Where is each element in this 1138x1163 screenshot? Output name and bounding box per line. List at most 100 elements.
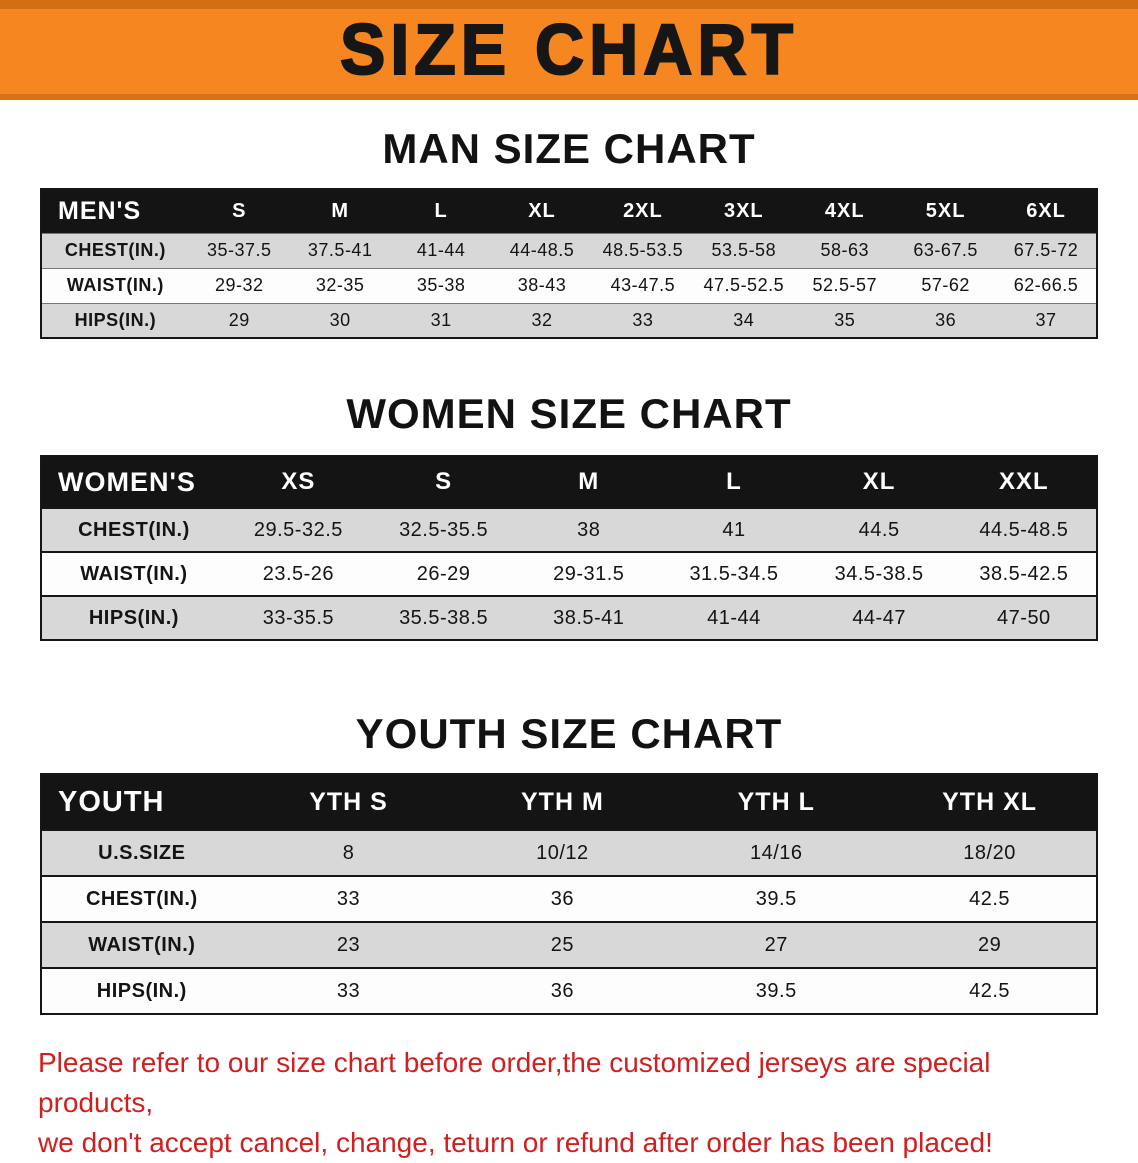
- size-value: 39.5: [755, 979, 797, 1002]
- row-label: HIPS(IN.): [74, 309, 157, 330]
- size-column-header: 5XL: [895, 189, 997, 233]
- size-value: 37.5-41: [307, 240, 373, 260]
- size-value: 30: [329, 309, 351, 330]
- table-header-row: MEN'S S M L XL 2XL 3XL 4XL 5XL 6XL: [41, 189, 1097, 233]
- size-value: 26-29: [416, 562, 471, 585]
- size-value: 29.5-32.5: [253, 518, 343, 541]
- size-value: 29: [977, 933, 1002, 956]
- women-size-table: WOMEN'S XS S M L XL XXL CHEST(IN.) 29.5-32.5 32.5…: [40, 455, 1098, 641]
- size-value: 36: [935, 309, 957, 330]
- size-column-header: 6XL: [996, 189, 1097, 233]
- table-row: WAIST(IN.) 23 25 27 29: [41, 922, 1097, 968]
- size-value: 29: [228, 309, 250, 330]
- size-column-header: YTH S: [241, 774, 456, 830]
- size-value: 42.5: [969, 979, 1011, 1002]
- size-value: 35.5-38.5: [399, 606, 489, 629]
- size-value: 8: [342, 841, 355, 864]
- size-value: 39.5: [755, 887, 797, 910]
- size-value: 53.5-58: [711, 240, 777, 260]
- table-row: CHEST(IN.) 33 36 39.5 42.5: [41, 876, 1097, 922]
- size-value: 23.5-26: [262, 562, 335, 585]
- size-value: 29-31.5: [553, 562, 625, 585]
- size-value: 63-67.5: [913, 240, 978, 260]
- table-row: U.S.SIZE 8 10/12 14/16 18/20: [41, 830, 1097, 876]
- size-value: 31.5-34.5: [689, 562, 779, 585]
- size-value: 34: [733, 309, 755, 330]
- table-corner-label: WOMEN'S: [41, 456, 226, 508]
- table-header-row: YOUTH YTH S YTH M YTH L YTH XL: [41, 774, 1097, 830]
- row-label: CHEST(IN.): [64, 240, 166, 260]
- size-value: 44.5-48.5: [979, 518, 1069, 541]
- table-header-row: WOMEN'S XS S M L XL XXL: [41, 456, 1097, 508]
- size-value: 36: [550, 979, 575, 1002]
- size-value: 23: [336, 933, 361, 956]
- size-column-header: M: [289, 189, 391, 233]
- size-value: 44-48.5: [509, 240, 575, 260]
- women-size-section: WOMEN SIZE CHART WOMEN'S XS S M L XL XXL CHEST(…: [0, 391, 1138, 641]
- row-label: U.S.SIZE: [98, 841, 186, 864]
- table-corner-label: YOUTH: [41, 774, 242, 830]
- size-column-header: 2XL: [592, 189, 694, 233]
- men-section-heading: MAN SIZE CHART: [382, 125, 756, 172]
- size-column-header: XXL: [951, 456, 1097, 508]
- size-value: 33-35.5: [262, 606, 335, 629]
- size-value: 47-50: [997, 606, 1051, 629]
- size-column-header: 4XL: [794, 189, 896, 233]
- size-column-header: M: [516, 456, 662, 508]
- size-column-header: YTH L: [669, 774, 884, 830]
- size-value: 42.5: [969, 887, 1011, 910]
- youth-size-table: YOUTH YTH S YTH M YTH L YTH XL U.S.SIZE 8 10/12…: [40, 773, 1098, 1015]
- size-chart-banner: SIZE CHART: [0, 0, 1138, 100]
- table-row: WAIST(IN.) 23.5-26 26-29 29-31.5 31.5-34.5 34…: [41, 552, 1097, 596]
- row-label: WAIST(IN.): [66, 275, 164, 295]
- size-value: 44-47: [852, 606, 906, 629]
- size-value: 47.5-52.5: [703, 275, 785, 295]
- disclaimer-line-1: Please refer to our size chart before or…: [38, 1047, 991, 1118]
- size-value: 10/12: [536, 841, 589, 864]
- size-value: 29-32: [215, 275, 264, 295]
- size-value: 41: [722, 518, 746, 541]
- size-value: 48.5-53.5: [602, 240, 684, 260]
- row-label: HIPS(IN.): [88, 606, 179, 629]
- size-value: 41-44: [707, 606, 761, 629]
- order-disclaimer: Please refer to our size chart before or…: [38, 1043, 1100, 1163]
- size-value: 38: [577, 518, 601, 541]
- size-column-header: L: [390, 189, 492, 233]
- size-value: 57-62: [921, 275, 970, 295]
- table-row: WAIST(IN.) 29-32 32-35 35-38 38-43 43-47.5 47.…: [41, 268, 1097, 303]
- table-row: HIPS(IN.) 29 30 31 32 33 34 35 36 37: [41, 303, 1097, 338]
- size-column-header: S: [188, 189, 290, 233]
- men-size-section: MAN SIZE CHART MEN'S S M L XL 2XL 3XL 4XL 5XL 6XL…: [0, 126, 1138, 339]
- row-label: CHEST(IN.): [78, 518, 190, 541]
- size-value: 38.5-41: [553, 606, 625, 629]
- size-value: 32-35: [315, 275, 365, 295]
- size-value: 62-66.5: [1013, 275, 1079, 295]
- size-value: 25: [550, 933, 575, 956]
- disclaimer-line-2: we don't accept cancel, change, teturn o…: [38, 1127, 993, 1158]
- size-value: 37: [1035, 309, 1057, 330]
- women-section-heading: WOMEN SIZE CHART: [346, 390, 792, 437]
- size-value: 32.5-35.5: [399, 518, 489, 541]
- banner-title: SIZE CHART: [339, 10, 798, 90]
- size-value: 27: [764, 933, 788, 956]
- size-value: 32: [531, 309, 553, 330]
- size-column-header: S: [370, 456, 517, 508]
- table-row: CHEST(IN.) 29.5-32.5 32.5-35.5 38 41 44.5 44.5…: [41, 508, 1097, 552]
- size-column-header: XL: [491, 189, 593, 233]
- youth-size-section: YOUTH SIZE CHART YOUTH YTH S YTH M YTH L YTH…: [0, 711, 1138, 1015]
- row-label: HIPS(IN.): [96, 979, 187, 1002]
- size-value: 38.5-42.5: [979, 562, 1069, 585]
- size-value: 41-44: [416, 240, 466, 260]
- size-value: 31: [430, 309, 452, 330]
- size-column-header: XL: [806, 456, 952, 508]
- size-value: 44.5: [858, 518, 900, 541]
- size-value: 58-63: [820, 240, 869, 260]
- size-value: 52.5-57: [812, 275, 877, 295]
- size-value: 34.5-38.5: [834, 562, 924, 585]
- size-value: 35-37.5: [207, 240, 272, 260]
- table-row: HIPS(IN.) 33-35.5 35.5-38.5 38.5-41 41-44 44-…: [41, 596, 1097, 640]
- youth-section-heading: YOUTH SIZE CHART: [355, 710, 783, 757]
- row-label: WAIST(IN.): [80, 562, 188, 585]
- size-column-header: YTH XL: [883, 774, 1097, 830]
- size-column-header: YTH M: [455, 774, 670, 830]
